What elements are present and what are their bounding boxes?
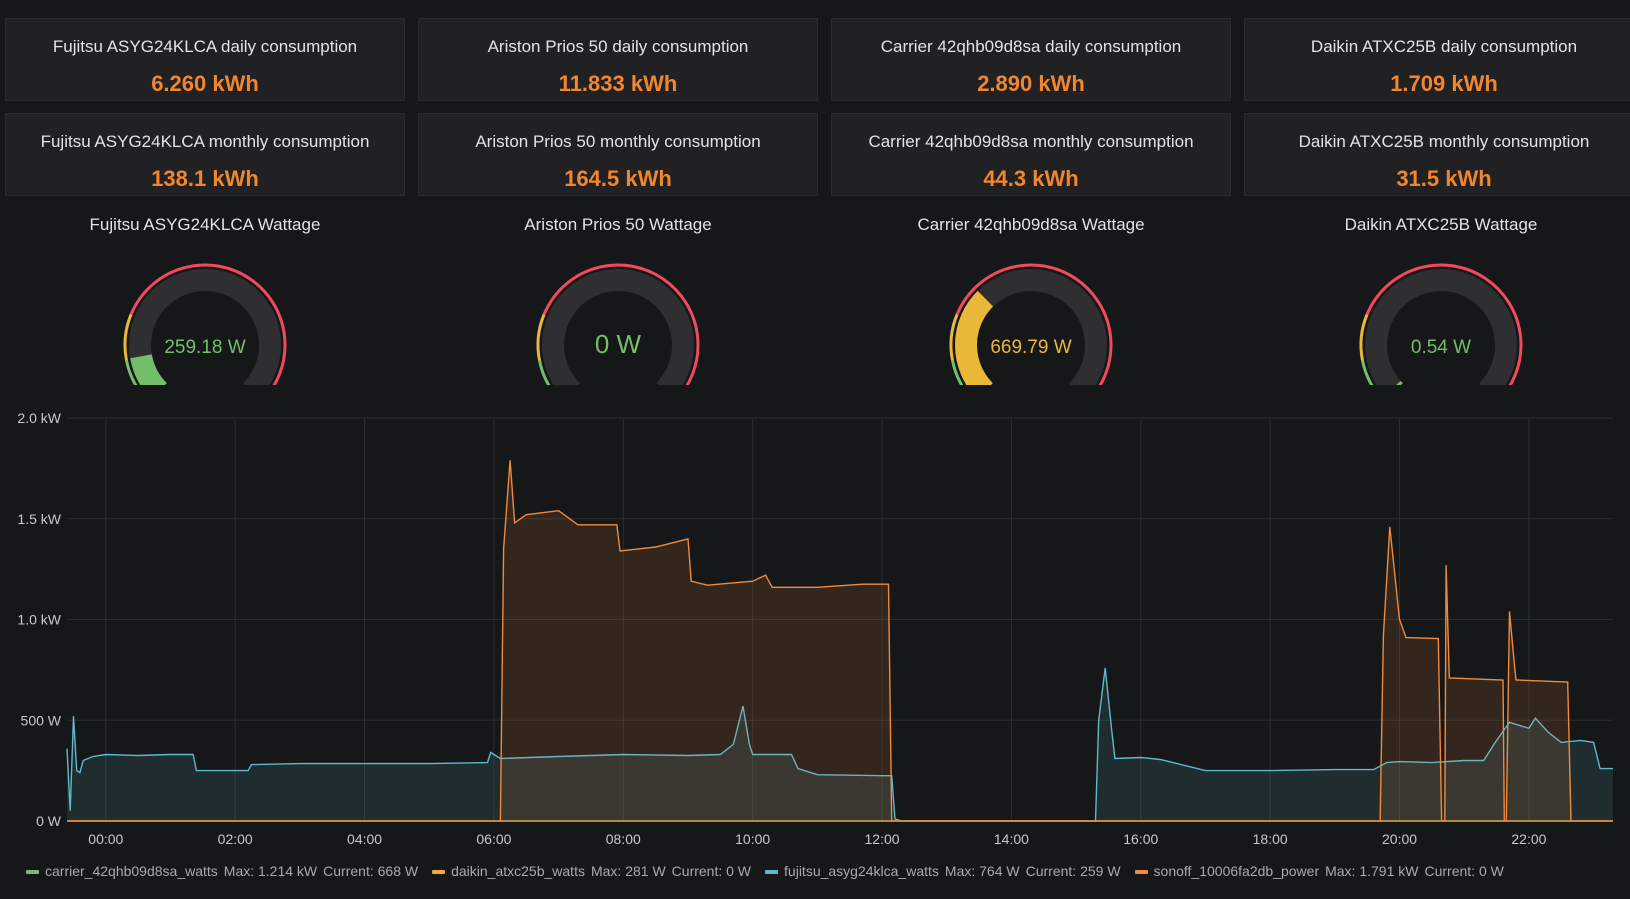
- legend-series-name: fujitsu_asyg24klca_watts: [784, 863, 939, 879]
- legend-max: Max: 1.791 kW: [1325, 863, 1419, 879]
- x-tick-label: 04:00: [347, 831, 382, 847]
- legend-current: Current: 668 W: [323, 863, 419, 879]
- legend-max: Max: 281 W: [590, 863, 666, 879]
- legend-current: Current: 259 W: [1025, 863, 1121, 879]
- y-tick-label: 0 W: [36, 813, 62, 829]
- gauge-threshold-arc: [1365, 263, 1523, 385]
- stat-title: Carrier 42qhb09d8sa daily consumption: [880, 37, 1182, 56]
- gauge[interactable]: 669.79 W: [931, 245, 1131, 385]
- stat-title: Fujitsu ASYG24KLCA daily consumption: [52, 37, 358, 56]
- stat-title: Ariston Prios 50 daily consumption: [487, 37, 749, 56]
- stat-title: Daikin ATXC25B daily consumption: [1310, 37, 1578, 56]
- legend-max: Max: 1.214 kW: [223, 863, 318, 879]
- chart-legend: carrier_42qhb09d8sa_watts Max: 1.214 kW Cu…: [26, 863, 1518, 883]
- stat-panel[interactable]: Daikin ATXC25B daily consumption 1.709 kW…: [1244, 18, 1630, 101]
- y-tick-label: 1.0 kW: [17, 612, 61, 628]
- legend-swatch: [26, 870, 39, 875]
- stat-value: 2.890 kWh: [977, 71, 1085, 96]
- x-tick-label: 18:00: [1253, 831, 1288, 847]
- legend-item[interactable]: sonoff_10006fa2db_power Max: 1.791 kW Curr…: [1134, 863, 1504, 879]
- gauge-value-arc: [130, 353, 168, 385]
- stat-panel[interactable]: Fujitsu ASYG24KLCA monthly consumption 13…: [5, 113, 405, 196]
- stat-title: Carrier 42qhb09d8sa monthly consumption: [868, 132, 1194, 151]
- legend-item[interactable]: daikin_atxc25b_watts Max: 281 W Current: 0…: [432, 863, 751, 879]
- gauge-value-label: 0.54 W: [1411, 337, 1471, 358]
- gauge-threshold-arc: [949, 313, 959, 361]
- legend-swatch: [765, 870, 779, 875]
- gauge-value-arc: [955, 290, 994, 385]
- gauge-title: Ariston Prios 50 Wattage: [524, 215, 712, 234]
- legend-item[interactable]: carrier_42qhb09d8sa_watts Max: 1.214 kW Cu…: [26, 863, 418, 879]
- gauge-track: [955, 269, 1107, 385]
- series-line-fujitsu_asyg24klca_watts: [66, 667, 1613, 822]
- gauge-value-label: 0 W: [595, 329, 642, 359]
- x-tick-label: 20:00: [1382, 831, 1417, 847]
- legend-current: Current: 0 W: [1424, 863, 1504, 879]
- x-tick-label: 14:00: [994, 831, 1029, 847]
- x-tick-label: 10:00: [735, 831, 770, 847]
- legend-series-name: sonoff_10006fa2db_power: [1153, 863, 1320, 879]
- gauge[interactable]: 259.18 W: [105, 245, 305, 385]
- x-tick-label: 22:00: [1511, 831, 1546, 847]
- x-tick-label: 06:00: [476, 831, 511, 847]
- stat-value: 164.5 kWh: [564, 166, 672, 191]
- stat-panel[interactable]: Carrier 42qhb09d8sa monthly consumption 4…: [831, 113, 1231, 196]
- gauge-title: Fujitsu ASYG24KLCA Wattage: [89, 215, 321, 234]
- gauge-threshold-arc: [1361, 360, 1374, 385]
- legend-max: Max: 764 W: [944, 863, 1020, 879]
- gauge-threshold-arc: [538, 360, 551, 385]
- gauge-threshold-arc: [1359, 313, 1369, 361]
- gauge-value-label: 259.18 W: [164, 337, 245, 358]
- gauge-threshold-arc: [542, 263, 700, 385]
- x-tick-label: 16:00: [1123, 831, 1158, 847]
- stat-panel[interactable]: Ariston Prios 50 monthly consumption 164.…: [418, 113, 818, 196]
- gauge[interactable]: 0.54 W: [1341, 245, 1541, 385]
- x-tick-label: 00:00: [88, 831, 123, 847]
- gauge-value-label: 669.79 W: [990, 337, 1071, 358]
- legend-series-name: daikin_atxc25b_watts: [451, 863, 585, 879]
- stat-panel[interactable]: Fujitsu ASYG24KLCA daily consumption 6.26…: [5, 18, 405, 101]
- y-tick-label: 1.5 kW: [17, 511, 61, 527]
- gauge-threshold-arc: [955, 263, 1113, 385]
- gauge-threshold-arc: [123, 313, 133, 361]
- stat-value: 138.1 kWh: [151, 166, 259, 191]
- stat-value: 6.260 kWh: [151, 71, 259, 96]
- gauge-title: Carrier 42qhb09d8sa Wattage: [917, 215, 1145, 234]
- legend-swatch: [432, 870, 446, 875]
- stat-title: Fujitsu ASYG24KLCA monthly consumption: [40, 132, 370, 151]
- y-tick-label: 500 W: [21, 712, 62, 728]
- gauge-track: [542, 269, 694, 385]
- stat-value: 11.833 kWh: [558, 71, 678, 96]
- gauge-threshold-arc: [951, 360, 964, 385]
- series-area-fujitsu_asyg24klca_watts: [67, 667, 1613, 821]
- stat-title: Ariston Prios 50 monthly consumption: [475, 132, 761, 151]
- gauge-threshold-arc: [536, 313, 546, 361]
- x-tick-label: 02:00: [218, 831, 253, 847]
- x-tick-label: 08:00: [606, 831, 641, 847]
- legend-series-name: carrier_42qhb09d8sa_watts: [45, 863, 218, 879]
- stat-value: 31.5 kWh: [1396, 166, 1492, 191]
- stat-panel[interactable]: Daikin ATXC25B monthly consumption 31.5 k…: [1244, 113, 1630, 196]
- gauge-title: Daikin ATXC25B Wattage: [1344, 215, 1538, 234]
- legend-item[interactable]: fujitsu_asyg24klca_watts Max: 764 W Curren…: [765, 863, 1121, 879]
- stat-title: Daikin ATXC25B monthly consumption: [1298, 132, 1590, 151]
- stat-value: 1.709 kWh: [1390, 71, 1498, 96]
- gauge[interactable]: 0 W: [518, 245, 718, 385]
- y-tick-label: 2.0 kW: [17, 410, 61, 426]
- stat-panel[interactable]: Ariston Prios 50 daily consumption 11.833…: [418, 18, 818, 101]
- gauge-track: [129, 269, 281, 385]
- x-tick-label: 12:00: [865, 831, 900, 847]
- stat-panel[interactable]: Carrier 42qhb09d8sa daily consumption 2.8…: [831, 18, 1231, 101]
- series-area-sonoff_10006fa2db_power: [67, 460, 1613, 821]
- legend-current: Current: 0 W: [671, 863, 752, 879]
- stat-value: 44.3 kWh: [983, 166, 1079, 191]
- gauge-track: [1365, 269, 1517, 385]
- legend-swatch: [1134, 870, 1148, 875]
- gauge-threshold-arc: [129, 263, 287, 385]
- gauge-threshold-arc: [125, 360, 138, 385]
- series-line-sonoff_10006fa2db_power: [67, 460, 1613, 822]
